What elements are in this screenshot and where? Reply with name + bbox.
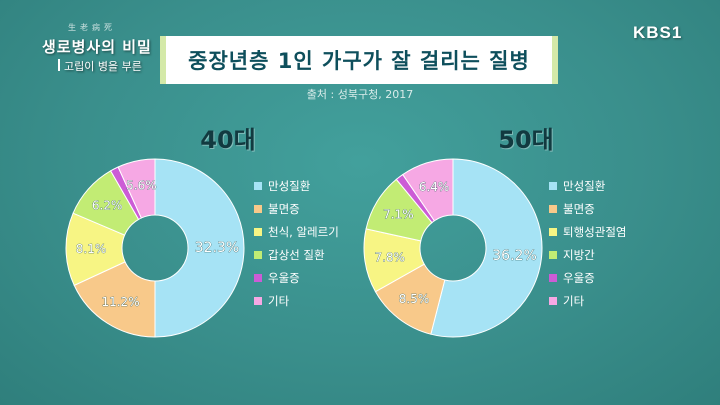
legend-swatch <box>549 228 557 236</box>
donut-slice-2 <box>73 261 156 338</box>
legend-label: 퇴행성관절염 <box>563 225 627 239</box>
legend-swatch <box>254 182 262 190</box>
legend-label: 만성질환 <box>268 179 311 193</box>
slice-label: 6.2% <box>92 199 123 213</box>
legend-item: 천식, 알레르기 <box>254 224 339 240</box>
slice-label: 36.2% <box>492 248 536 264</box>
legend-swatch <box>254 251 262 259</box>
legend-item: 우울증 <box>254 270 300 286</box>
legend-item: 불면증 <box>549 201 595 217</box>
legend-item: 갑상선 질환 <box>254 247 325 263</box>
chart-title-box: 중장년층 1인 가구가 잘 걸리는 질병 <box>160 36 558 84</box>
chart-50s-title: 50대 <box>498 126 554 154</box>
legend-swatch <box>254 297 262 305</box>
donut-slice-6 <box>402 158 454 222</box>
legend-label: 불면증 <box>268 202 300 216</box>
slice-label: 32.3% <box>195 240 239 256</box>
legend-item: 기타 <box>254 293 289 309</box>
legend-item: 기타 <box>549 293 584 309</box>
legend-item: 지방간 <box>549 247 595 263</box>
legend-label: 천식, 알레르기 <box>268 225 339 239</box>
page-title: 중장년층 1인 가구가 잘 걸리는 질병 <box>188 49 530 73</box>
slice-label: 8.1% <box>76 242 107 256</box>
legend-swatch <box>254 274 262 282</box>
slice-label: 7.1% <box>383 208 414 222</box>
legend-label: 기타 <box>563 294 585 308</box>
show-subtitle: 고립이 병을 부른 <box>58 59 142 73</box>
legend-item: 불면증 <box>254 201 300 217</box>
legend-item: 퇴행성관절염 <box>549 224 626 240</box>
legend-item: 우울증 <box>549 270 595 286</box>
donut-slice-1 <box>154 158 245 338</box>
donut-chart-40s: 32.3% 11.2% 8.1% 6.2%5.6% <box>65 158 245 338</box>
chart-40s-title: 40대 <box>200 126 256 154</box>
legend-swatch <box>549 182 557 190</box>
slice-label: 5.6% <box>126 178 157 192</box>
show-title: 생로병사의 비밀 <box>42 38 152 56</box>
legend-swatch <box>254 205 262 213</box>
source-note: 출처 : 성북구청, 2017 <box>306 88 414 101</box>
donut-chart-50s: 36.2% 8.5% 7.8% 7.1% 6.4% <box>363 158 543 338</box>
slice-label: 7.8% <box>374 250 405 264</box>
legend-label: 만성질환 <box>563 179 606 193</box>
legend-label: 우울증 <box>268 271 300 285</box>
slice-label: 8.5% <box>399 292 430 306</box>
legend-label: 갑상선 질환 <box>268 248 325 262</box>
legend-item: 만성질환 <box>549 178 605 194</box>
donut-slice-1 <box>430 158 543 338</box>
legend-swatch <box>254 228 262 236</box>
legend-label: 우울증 <box>563 271 595 285</box>
legend-item: 만성질환 <box>254 178 310 194</box>
legend-label: 불면증 <box>563 202 595 216</box>
legend-swatch <box>549 297 557 305</box>
legend-swatch <box>549 205 557 213</box>
channel-logo: KBS1 <box>633 23 683 42</box>
legend-swatch <box>549 274 557 282</box>
legend-label: 지방간 <box>563 248 595 262</box>
donut-slice-6 <box>117 158 156 219</box>
legend-swatch <box>549 251 557 259</box>
legend-label: 기타 <box>268 294 290 308</box>
slice-label: 6.4% <box>419 180 450 194</box>
slice-label: 11.2% <box>101 295 139 309</box>
show-small-title: 生老病死 <box>68 23 116 32</box>
